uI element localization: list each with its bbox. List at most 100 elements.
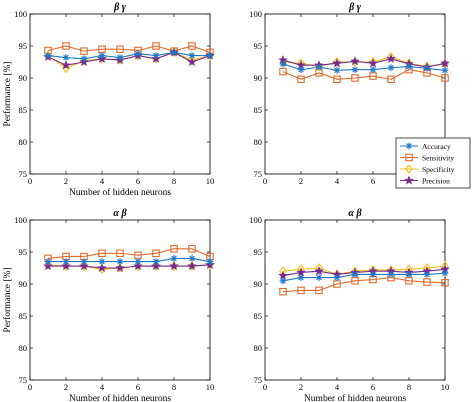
data-point [98,249,106,258]
data-point [297,274,305,281]
y-tick-label: 95 [19,247,28,257]
y-tick-label: 75 [19,169,28,179]
series-accuracy [44,49,214,63]
data-point [351,74,359,82]
series-line [47,51,210,60]
data-point [170,49,178,56]
series-line [282,265,446,275]
legend: Accuracy Sensitivity Specificity Precision [395,137,471,189]
x-tick-label: 2 [299,176,303,186]
series-line [282,69,446,80]
data-point [206,52,214,59]
y-tick-label: 90 [254,279,263,289]
data-point [423,271,431,278]
data-point [116,45,124,53]
data-point [44,52,52,59]
data-point [116,54,124,61]
data-point [405,63,413,70]
y-tick-label: 80 [19,343,28,353]
y-tick-label: 80 [254,137,263,147]
x-tick-label: 8 [172,176,176,186]
plot-area [29,219,211,381]
x-tick-label: 4 [100,176,105,186]
data-point [188,255,196,262]
data-point [440,58,450,68]
y-tick-label: 85 [254,105,263,115]
data-point [187,56,197,67]
data-point [152,249,160,258]
plot-area [29,13,211,175]
legend-marker [405,164,413,174]
data-point [315,286,323,295]
data-point [369,271,377,278]
series-line [48,264,211,269]
y-tick-label: 75 [254,169,263,179]
chart-panel-4: 75 80 85 90 95 100 0 2 4 6 8 10 α β Number of hidden … [249,208,450,402]
data-point [98,258,106,265]
data-point [62,258,70,265]
chart-title: α β [113,208,127,219]
x-tick-label: 10 [206,176,215,186]
data-point [333,57,341,67]
data-point [297,75,305,84]
legend-entry-specificity: Specificity [400,164,455,174]
legend-marker [404,175,414,185]
data-point [61,261,71,271]
legend-entry-accuracy: Accuracy [400,142,451,151]
x-tick-label: 6 [136,176,140,186]
y-tick-label: 100 [14,215,27,225]
y-tick-label: 90 [19,73,28,83]
y-tick-label: 90 [254,73,263,83]
legend-label: Specificity [422,165,455,174]
data-point [169,261,179,271]
series-line [47,248,211,259]
y-tick-label: 80 [19,137,28,147]
x-tick-label: 4 [335,382,340,392]
data-point [133,261,143,271]
data-point [441,66,449,74]
data-point [315,274,323,281]
data-point [351,66,359,74]
data-point [115,262,125,273]
x-axis-label: Number of hidden neurons [69,393,171,402]
legend-label: Sensitivity [422,153,454,162]
series-accuracy [44,255,214,265]
data-point [80,55,88,63]
chart-panel-1: 75 80 85 90 95 100 0 2 4 6 8 10 β γ Number of hidden … [2,2,215,198]
data-point [333,75,341,84]
data-point [405,271,413,278]
data-point [206,258,214,265]
data-point [44,50,52,61]
x-tick-label: 6 [371,382,375,392]
data-point [116,258,124,265]
data-point [170,245,178,253]
data-point [188,42,196,50]
data-point [62,42,70,50]
data-point [350,56,360,66]
y-tick-label: 95 [254,247,263,257]
data-point [333,274,341,281]
legend-label: Precision [422,176,450,185]
data-point [116,249,124,258]
data-point [188,52,196,59]
data-point [170,255,178,262]
data-point [152,258,160,265]
chart-title: β γ [348,2,362,13]
data-point [62,54,70,61]
data-point [187,261,197,271]
data-point [279,60,287,68]
x-tick-label: 2 [299,382,303,392]
x-tick-label: 0 [263,176,267,186]
x-tick-label: 8 [172,382,176,392]
data-point [314,266,324,276]
chart-title: α β [348,208,362,219]
series-line [47,51,211,66]
legend-entry-sensitivity: Sensitivity [400,153,454,162]
data-point [369,57,377,67]
data-point [279,277,287,285]
chart-title: β γ [113,2,127,13]
series-line [282,277,446,293]
y-tick-label: 85 [19,105,28,115]
y-axis-label: Performance [%] [2,267,13,332]
